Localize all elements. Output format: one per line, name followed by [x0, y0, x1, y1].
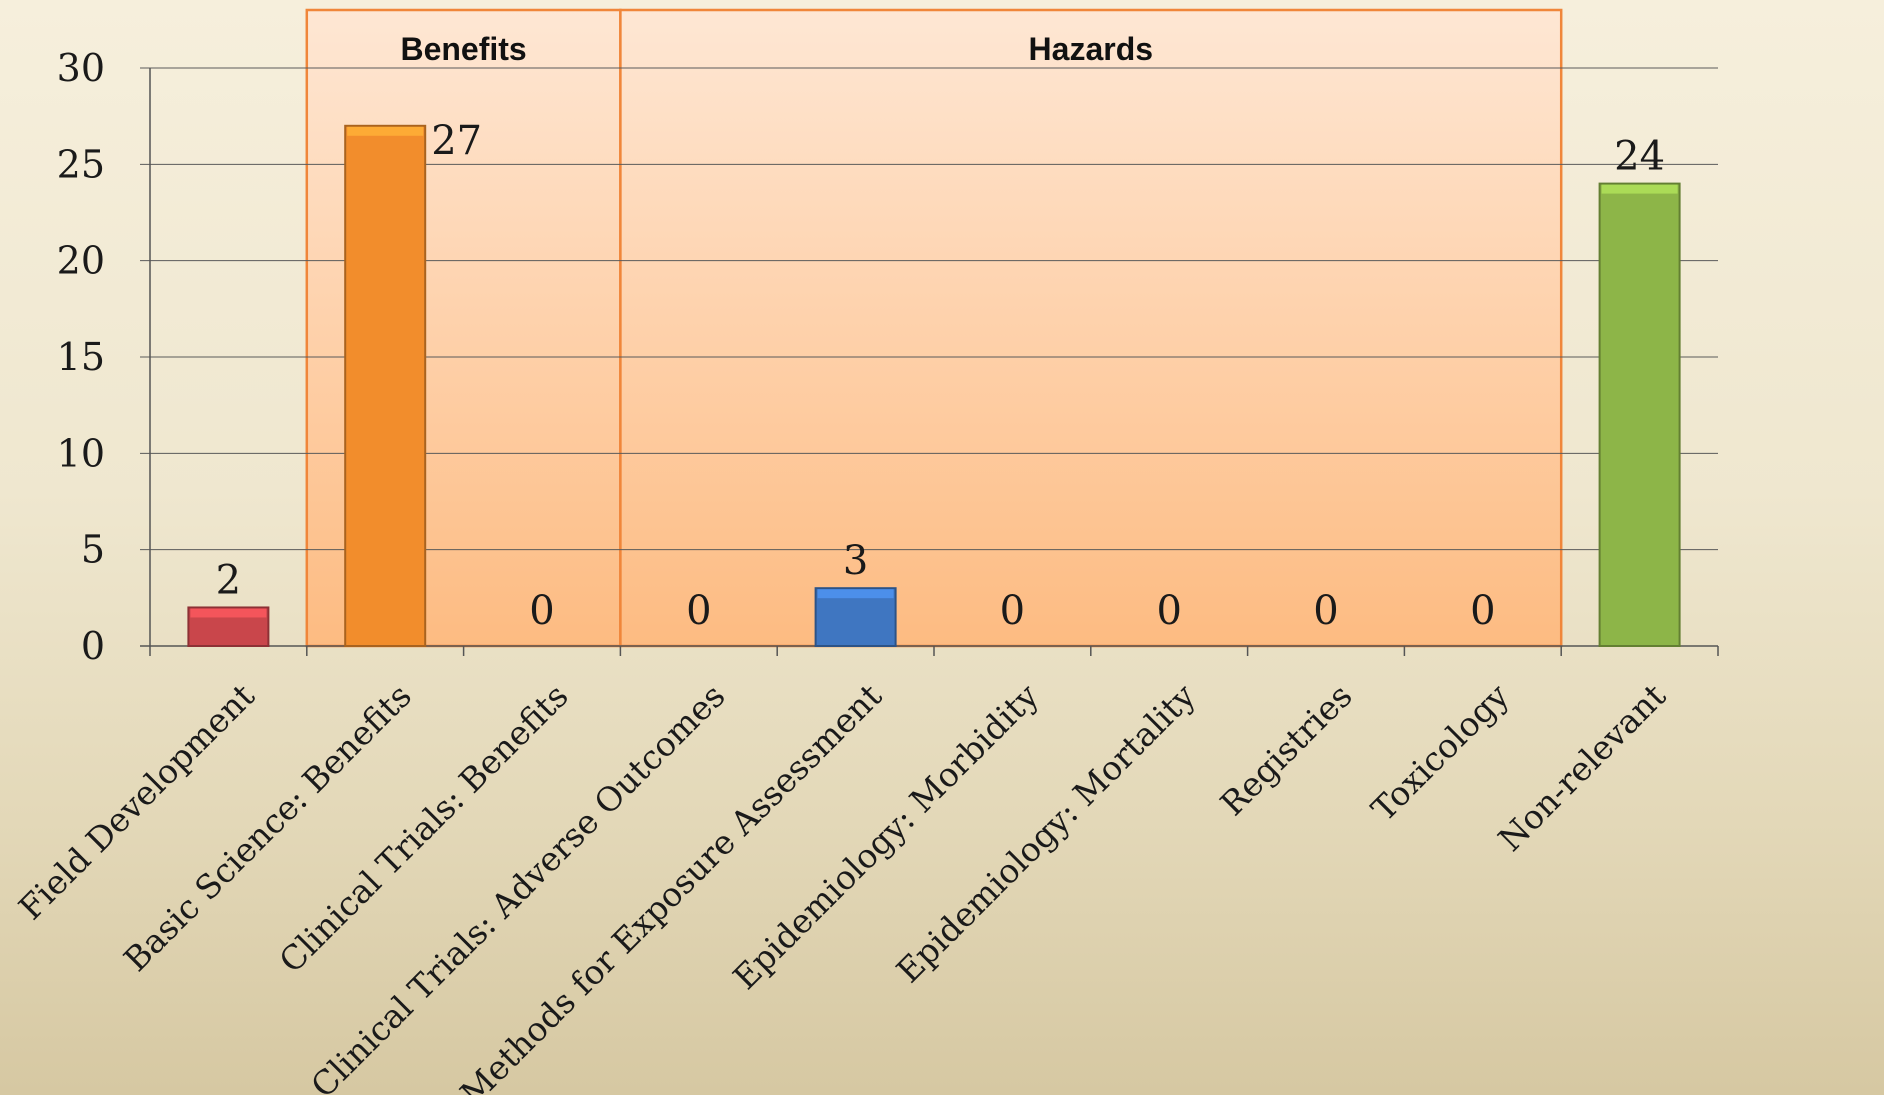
- x-tick-label: Toxicology: [1364, 676, 1517, 829]
- group-regions: [305, 8, 1563, 648]
- y-tick-label-5: 5: [81, 528, 105, 572]
- data-label: 0: [529, 588, 554, 634]
- y-tick-label-30: 30: [57, 46, 105, 90]
- data-label: 0: [1156, 588, 1181, 634]
- data-labels: 2 27 0 0 3 0 0 0 0 24: [216, 118, 1665, 634]
- group-label-benefits: Benefits: [400, 31, 526, 67]
- y-tick-label-15: 15: [57, 335, 105, 379]
- y-tick-labels: 0 5 10 15 20 25 30: [57, 46, 105, 668]
- data-label: 27: [431, 118, 482, 164]
- y-tick-label-25: 25: [57, 142, 105, 186]
- y-tick-label-10: 10: [57, 431, 105, 475]
- x-tick-label: Clinical Trials: Benefits: [271, 676, 575, 980]
- x-tick-label: Epidemiology: Mortality: [889, 676, 1203, 990]
- x-tick-label: Non-relevant: [1491, 676, 1674, 859]
- bar-highlight: [1601, 184, 1678, 194]
- y-tick-label-0: 0: [81, 624, 105, 668]
- y-tick-label-20: 20: [57, 239, 105, 283]
- data-label: 0: [1000, 588, 1025, 634]
- data-label: 2: [216, 557, 241, 603]
- group-labels: Benefits Hazards: [400, 31, 1153, 67]
- bar: [344, 124, 427, 648]
- data-label: 0: [686, 588, 711, 634]
- data-label: 0: [1470, 588, 1495, 634]
- group-region-hazards: [619, 8, 1563, 648]
- bar-highlight: [817, 589, 894, 599]
- x-tick-label: Basic Science: Benefits: [116, 676, 419, 979]
- x-tick-label: Epidemiology: Morbidity: [725, 676, 1046, 997]
- data-label: 0: [1313, 588, 1338, 634]
- bar: [1598, 182, 1681, 647]
- data-label: 24: [1614, 134, 1665, 180]
- group-label-hazards: Hazards: [1029, 31, 1154, 67]
- bar-highlight: [347, 126, 424, 136]
- bars: [187, 124, 1681, 648]
- bar-highlight: [190, 608, 267, 618]
- data-label: 3: [843, 538, 868, 584]
- x-tick-label: Registries: [1213, 676, 1360, 823]
